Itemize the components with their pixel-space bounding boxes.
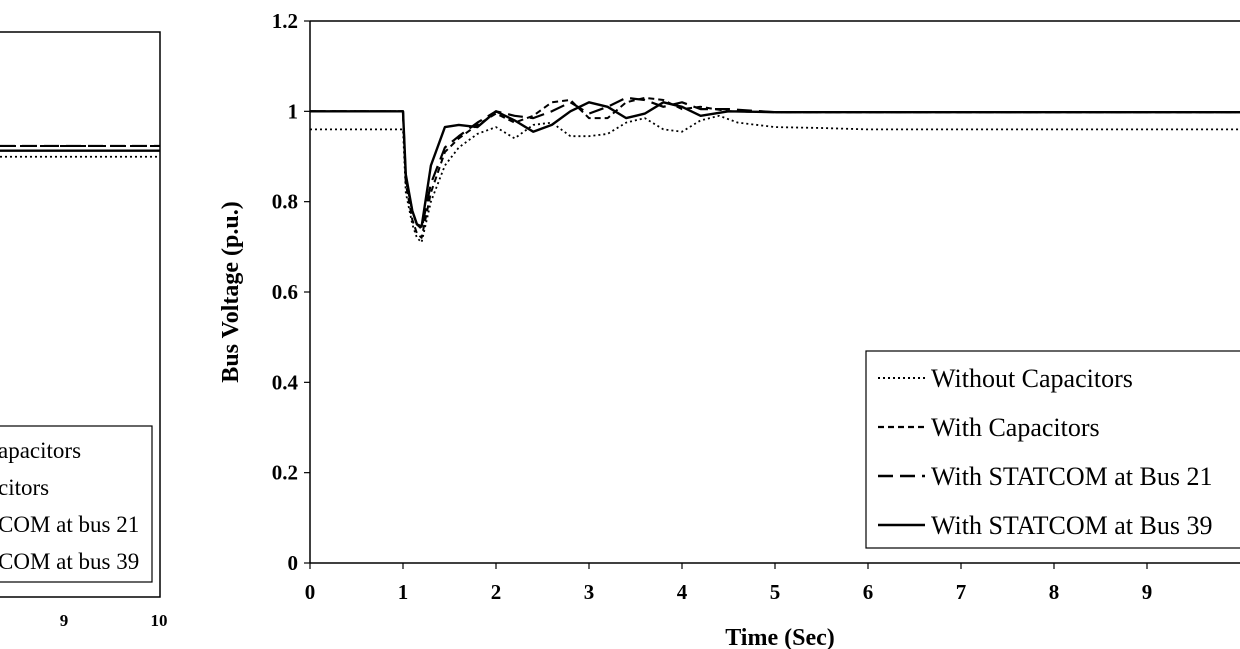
x-tick-label-5: 5 — [770, 580, 781, 604]
x-tick-label-1: 1 — [398, 580, 409, 604]
legend-box — [865, 350, 1240, 549]
left-legend: apacitors citors COM at bus 21 COM at bu… — [0, 425, 153, 583]
left-legend-entry-2: citors — [0, 475, 49, 500]
left-chart: 9 10 apacitors citors COM at bus 21 COM … — [0, 31, 168, 630]
left-series-group — [0, 144, 160, 158]
y-tick-label-0-8: 0.8 — [272, 190, 298, 214]
x-axis-ticks: 0 1 2 3 4 5 6 7 8 9 — [305, 563, 1153, 604]
legend-label-with-capacitors: With Capacitors — [931, 413, 1100, 442]
x-tick-label-0: 0 — [305, 580, 316, 604]
y-tick-label-0-4: 0.4 — [272, 370, 299, 394]
series-line-without-capacitors — [310, 114, 1240, 244]
series-line-with-statcom-at-bus-39 — [310, 101, 1240, 228]
legend-label-statcom-bus-21: With STATCOM at Bus 21 — [931, 462, 1212, 491]
x-tick-label-7: 7 — [956, 580, 967, 604]
main-series-group — [310, 96, 1240, 244]
x-tick-label-6: 6 — [863, 580, 874, 604]
main-chart: 0 0.2 0.4 0.6 0.8 1 1.2 0 1 2 3 4 5 6 7 8 9 Bus Voltage… — [218, 9, 1240, 649]
left-legend-entry-4: COM at bus 39 — [0, 549, 139, 574]
left-plot-frame — [0, 31, 161, 598]
x-tick-label-4: 4 — [677, 580, 688, 604]
x-tick-label-3: 3 — [584, 580, 595, 604]
x-tick-label-9: 9 — [1142, 580, 1153, 604]
left-legend-box — [0, 425, 153, 583]
x-tick-label-8: 8 — [1049, 580, 1060, 604]
y-axis-title: Bus Voltage (p.u.) — [218, 201, 244, 382]
series-line-with-capacitors — [310, 96, 1240, 239]
x-axis-title: Time (Sec) — [725, 625, 835, 649]
y-tick-label-0-6: 0.6 — [272, 280, 298, 304]
y-tick-label-1-2: 1.2 — [272, 9, 298, 33]
y-tick-label-1: 1 — [288, 99, 299, 123]
x-tick-label-2: 2 — [491, 580, 502, 604]
left-legend-entry-1: apacitors — [0, 438, 81, 463]
legend-label-statcom-bus-39: With STATCOM at Bus 39 — [931, 511, 1212, 540]
legend: Without Capacitors With Capacitors With … — [865, 350, 1240, 549]
y-tick-label-0: 0 — [288, 551, 299, 575]
y-axis-ticks: 0 0.2 0.4 0.6 0.8 1 1.2 — [272, 9, 310, 575]
series-line-with-statcom-at-bus-21 — [310, 96, 1240, 230]
left-x-tick-10: 10 — [151, 611, 168, 630]
y-tick-label-0-2: 0.2 — [272, 461, 298, 485]
left-legend-entry-3: COM at bus 21 — [0, 512, 139, 537]
legend-label-without-capacitors: Without Capacitors — [931, 364, 1133, 393]
left-x-tick-9: 9 — [60, 611, 69, 630]
